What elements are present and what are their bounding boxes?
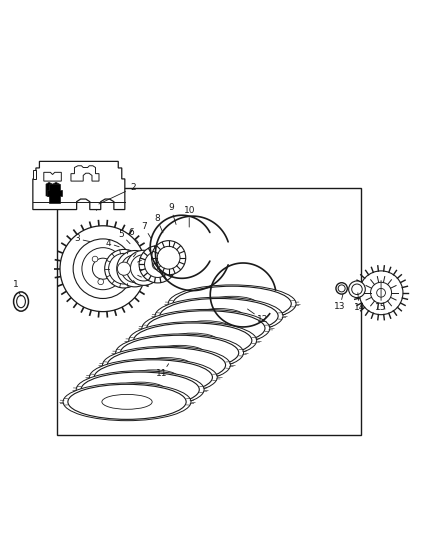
Ellipse shape <box>117 262 131 275</box>
Text: 10: 10 <box>184 206 195 227</box>
Polygon shape <box>33 161 125 209</box>
Ellipse shape <box>145 251 171 278</box>
Ellipse shape <box>168 333 218 348</box>
Text: 8: 8 <box>154 214 163 233</box>
Ellipse shape <box>131 255 157 281</box>
Ellipse shape <box>92 258 113 279</box>
Polygon shape <box>33 170 36 179</box>
Ellipse shape <box>14 292 28 311</box>
Ellipse shape <box>128 370 178 385</box>
Ellipse shape <box>89 359 217 396</box>
Ellipse shape <box>73 239 133 298</box>
Ellipse shape <box>359 271 403 314</box>
Ellipse shape <box>121 255 148 282</box>
Ellipse shape <box>107 348 226 383</box>
Ellipse shape <box>142 310 270 347</box>
Ellipse shape <box>82 248 124 290</box>
Ellipse shape <box>76 371 204 408</box>
Ellipse shape <box>160 298 278 334</box>
Text: 1: 1 <box>12 280 21 296</box>
Ellipse shape <box>349 281 365 297</box>
Ellipse shape <box>139 246 176 283</box>
Ellipse shape <box>129 322 257 359</box>
Ellipse shape <box>120 335 239 370</box>
Ellipse shape <box>81 372 199 407</box>
Ellipse shape <box>117 251 153 287</box>
Ellipse shape <box>17 295 25 308</box>
Text: 7: 7 <box>141 222 151 238</box>
Text: 15: 15 <box>375 280 387 312</box>
Ellipse shape <box>147 311 265 346</box>
Text: 14: 14 <box>353 293 365 312</box>
Text: 4: 4 <box>106 239 119 248</box>
Ellipse shape <box>181 321 231 336</box>
Ellipse shape <box>60 226 146 312</box>
Ellipse shape <box>68 384 186 419</box>
Text: 2: 2 <box>99 183 136 204</box>
Ellipse shape <box>115 382 165 397</box>
Text: 13: 13 <box>334 294 346 311</box>
Ellipse shape <box>126 251 161 285</box>
Text: 11: 11 <box>156 364 169 378</box>
Ellipse shape <box>377 288 385 297</box>
Ellipse shape <box>141 358 191 373</box>
Ellipse shape <box>338 285 345 292</box>
Text: 6: 6 <box>128 228 138 243</box>
Text: 3: 3 <box>74 235 90 244</box>
Ellipse shape <box>116 334 244 372</box>
Ellipse shape <box>63 383 191 421</box>
Ellipse shape <box>207 296 257 311</box>
Ellipse shape <box>134 323 252 358</box>
Ellipse shape <box>155 345 205 360</box>
Ellipse shape <box>110 258 115 264</box>
Ellipse shape <box>352 284 362 295</box>
Ellipse shape <box>152 241 186 275</box>
Polygon shape <box>71 166 99 181</box>
Ellipse shape <box>152 259 163 270</box>
Ellipse shape <box>371 282 392 303</box>
Ellipse shape <box>102 394 152 409</box>
Ellipse shape <box>157 246 180 269</box>
Polygon shape <box>47 184 62 203</box>
Ellipse shape <box>102 346 230 384</box>
Bar <box>57 188 361 435</box>
Ellipse shape <box>98 279 103 285</box>
Text: 5: 5 <box>118 230 130 244</box>
Text: 12: 12 <box>247 309 268 325</box>
Ellipse shape <box>168 285 296 322</box>
Ellipse shape <box>92 256 98 262</box>
Ellipse shape <box>173 286 291 321</box>
Ellipse shape <box>336 282 347 294</box>
Polygon shape <box>44 172 61 181</box>
Ellipse shape <box>109 253 139 284</box>
Ellipse shape <box>194 309 244 324</box>
Ellipse shape <box>105 249 143 288</box>
Ellipse shape <box>94 360 212 395</box>
Polygon shape <box>46 182 60 198</box>
Text: 9: 9 <box>168 203 176 224</box>
Ellipse shape <box>155 297 283 335</box>
